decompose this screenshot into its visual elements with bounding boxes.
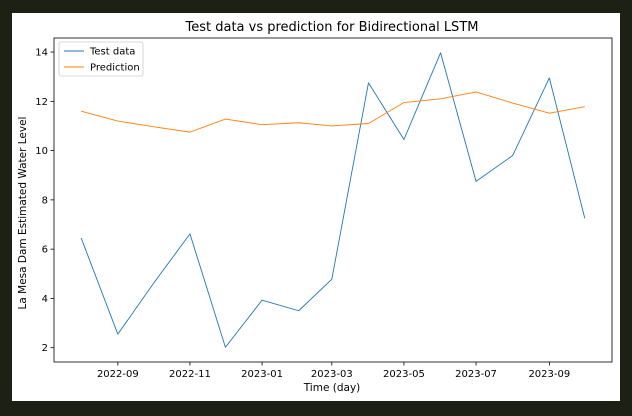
- x-tick-label: 2023-07: [455, 369, 497, 380]
- series-line-prediction: [81, 91, 585, 133]
- x-tick-label: 2023-05: [383, 369, 425, 380]
- y-tick-label: 12: [35, 97, 48, 108]
- y-axis-label: La Mesa Dam Estimated Water Level: [17, 117, 29, 310]
- x-tick-label: 2022-11: [169, 369, 211, 380]
- y-tick-label: 2: [42, 343, 48, 354]
- y-tick-label: 8: [42, 195, 48, 206]
- series-layer: [80, 52, 586, 348]
- series-line-test-data: [80, 52, 586, 348]
- x-tick-label: 2023-01: [241, 369, 283, 380]
- plot-background: [54, 38, 612, 362]
- chart-title: Test data vs prediction for Bidirectiona…: [185, 20, 479, 35]
- x-tick-label: 2023-03: [311, 369, 353, 380]
- x-tick-label: 2022-09: [97, 369, 139, 380]
- figure-frame: Test data vs prediction for Bidirectiona…: [12, 13, 620, 401]
- plot-area: [54, 38, 612, 362]
- y-tick-label: 14: [35, 48, 48, 59]
- y-tick-label: 4: [42, 294, 48, 305]
- x-axis-label: Time (day): [303, 382, 361, 394]
- legend: Test data Prediction: [58, 41, 144, 77]
- legend-label-prediction: Prediction: [90, 63, 140, 74]
- legend-label-test-data: Test data: [89, 47, 135, 58]
- y-tick-label: 10: [35, 146, 48, 157]
- line-chart: Test data vs prediction for Bidirectiona…: [17, 20, 613, 394]
- y-tick-label: 6: [42, 245, 48, 256]
- ticks: 2022-09 2022-11 2023-01 2023-03 2023-05 2023-…: [35, 48, 570, 380]
- x-tick-label: 2023-09: [528, 369, 570, 380]
